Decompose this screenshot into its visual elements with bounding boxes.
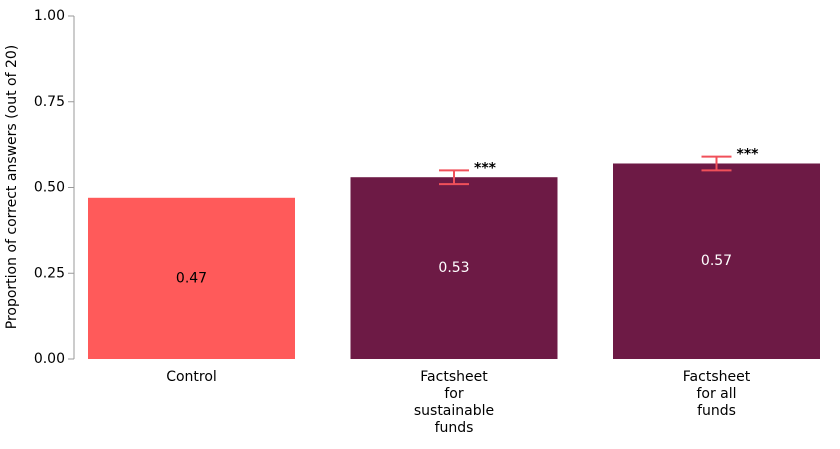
value-label: 0.53	[438, 260, 469, 276]
error-bar	[439, 169, 469, 186]
x-tick-label: sustainable	[414, 403, 494, 419]
y-tick-label: 0.75	[34, 94, 65, 110]
x-tick-label: for all	[696, 386, 736, 402]
x-tick-label: for	[444, 386, 463, 402]
value-label: 0.57	[701, 253, 732, 269]
y-tick-label: 0.50	[34, 180, 65, 196]
significance: ***	[474, 160, 497, 176]
bar	[350, 177, 558, 359]
x-tick-label: Factsheet	[420, 369, 488, 385]
x-tick-label: funds	[697, 403, 736, 419]
y-tick-label: 0.00	[34, 351, 65, 367]
bar	[613, 163, 820, 359]
y-tick-label: 0.25	[34, 265, 65, 281]
bar	[88, 197, 295, 359]
y-tick-label: 1.00	[34, 8, 65, 24]
y-axis-label: Proportion of correct answers (out of 20…	[4, 45, 20, 329]
x-tick-label: Control	[166, 369, 217, 385]
significance: ***	[737, 147, 760, 163]
value-label: 0.47	[176, 270, 207, 286]
x-tick-label: Factsheet	[683, 369, 751, 385]
x-tick-label: funds	[435, 420, 474, 436]
error-bar	[701, 155, 732, 172]
